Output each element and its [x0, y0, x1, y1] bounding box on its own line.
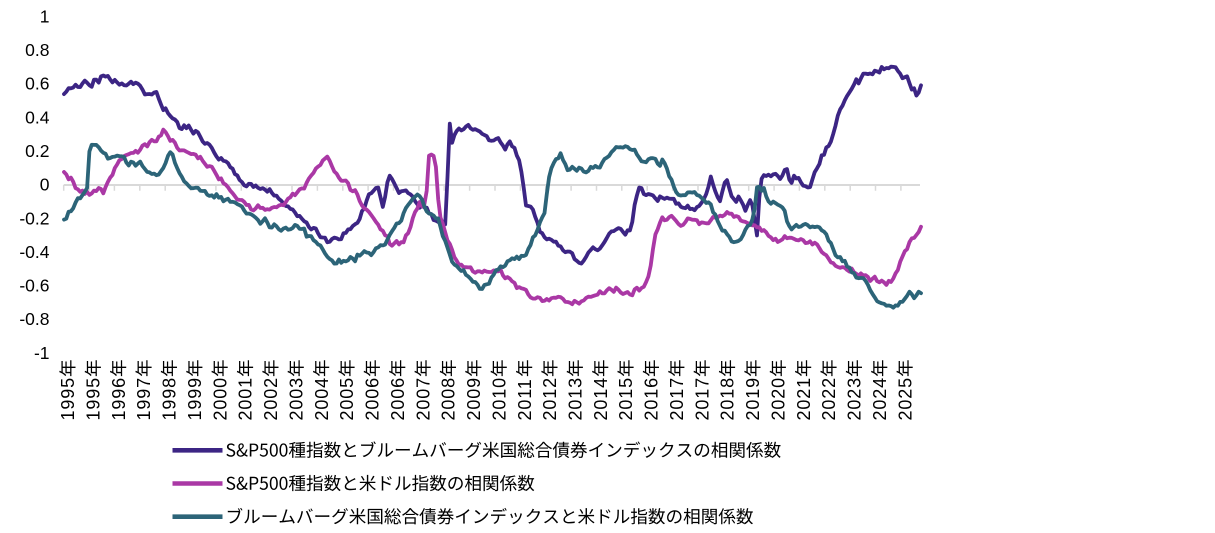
svg-text:2002: 2002: [261, 377, 281, 420]
svg-text:1995: 1995: [58, 377, 78, 420]
svg-text:1996: 1996: [109, 377, 129, 420]
svg-text:2001: 2001: [236, 377, 256, 420]
svg-text:0: 0: [40, 175, 50, 195]
svg-text:-1: -1: [34, 343, 50, 363]
svg-text:2000: 2000: [210, 377, 230, 420]
svg-text:2008: 2008: [439, 377, 459, 420]
svg-text:-0.2: -0.2: [19, 208, 49, 228]
svg-text:-0.4: -0.4: [19, 242, 49, 262]
svg-text:2004: 2004: [312, 377, 332, 420]
svg-text:2006: 2006: [388, 377, 408, 420]
svg-text:1995: 1995: [84, 377, 104, 420]
svg-text:0.2: 0.2: [25, 141, 49, 161]
svg-text:1998: 1998: [160, 377, 180, 420]
svg-text:0.4: 0.4: [25, 107, 50, 127]
svg-text:2009: 2009: [464, 377, 484, 420]
svg-text:2020: 2020: [769, 377, 789, 420]
svg-text:0.6: 0.6: [25, 74, 49, 94]
svg-text:2019: 2019: [743, 377, 763, 420]
svg-text:2017: 2017: [667, 377, 687, 420]
svg-text:2023: 2023: [845, 377, 865, 420]
svg-text:2013: 2013: [566, 377, 586, 420]
svg-text:1999: 1999: [185, 377, 205, 420]
svg-text:2024: 2024: [870, 377, 890, 420]
svg-text:2021: 2021: [794, 377, 814, 420]
svg-text:2007: 2007: [413, 377, 433, 420]
svg-text:1997: 1997: [134, 377, 154, 420]
svg-text:-0.8: -0.8: [19, 309, 49, 329]
svg-text:2022: 2022: [819, 377, 839, 420]
svg-text:2015: 2015: [616, 377, 636, 420]
svg-text:2016: 2016: [642, 377, 662, 420]
svg-text:-0.6: -0.6: [19, 276, 49, 296]
svg-text:2011: 2011: [515, 378, 535, 420]
svg-text:2012: 2012: [540, 377, 560, 420]
svg-text:0.8: 0.8: [25, 40, 49, 60]
svg-text:2003: 2003: [286, 377, 306, 420]
svg-text:1: 1: [40, 6, 50, 26]
svg-text:2010: 2010: [489, 377, 509, 420]
svg-text:2025: 2025: [895, 377, 915, 420]
svg-text:2006: 2006: [363, 377, 383, 420]
svg-text:2005: 2005: [337, 377, 357, 420]
svg-text:2017: 2017: [692, 377, 712, 420]
svg-text:2014: 2014: [591, 377, 611, 420]
svg-text:2018: 2018: [718, 377, 738, 420]
